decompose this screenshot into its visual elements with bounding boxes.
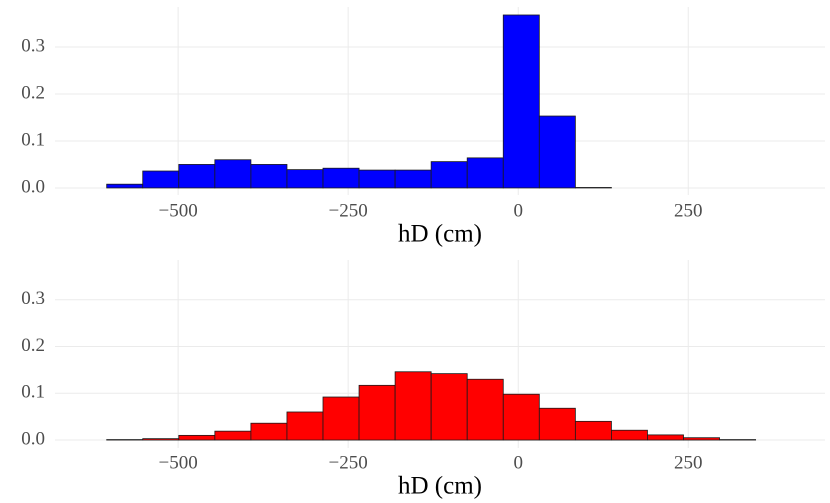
bar <box>286 169 324 189</box>
bar <box>322 396 360 441</box>
x-tick-label: 250 <box>674 452 703 473</box>
y-tick-label: 0.2 <box>21 335 45 356</box>
x-tick-label: −250 <box>329 452 368 473</box>
y-tick-label: 0.1 <box>21 382 45 403</box>
bar <box>538 407 576 441</box>
bar <box>430 161 468 189</box>
bar <box>430 373 468 441</box>
bar <box>214 430 252 441</box>
bar <box>683 437 720 441</box>
x-tick-label: 250 <box>674 200 703 221</box>
y-tick-label: 0.1 <box>21 129 45 150</box>
bar <box>502 393 540 441</box>
y-tick-label: 0.3 <box>21 288 45 309</box>
x-tick-label: −250 <box>329 200 368 221</box>
x-tick-label: 0 <box>513 200 523 221</box>
bar <box>142 170 180 189</box>
bar <box>250 164 288 189</box>
bar <box>394 169 432 189</box>
x-tick-label: −500 <box>159 452 198 473</box>
x-axis-label: hD (cm) <box>398 473 482 500</box>
y-tick-label: 0.3 <box>21 35 45 56</box>
bar <box>286 411 324 441</box>
y-tick-label: 0.0 <box>21 176 45 197</box>
bar <box>538 115 576 189</box>
bar <box>106 183 144 189</box>
bar <box>214 159 252 189</box>
y-tick-label: 0.2 <box>21 82 45 103</box>
bar <box>358 169 396 189</box>
x-tick-label: 0 <box>513 452 523 473</box>
bar <box>322 167 360 189</box>
bar <box>466 157 504 189</box>
bar <box>358 384 396 441</box>
bar <box>394 371 432 441</box>
bar <box>250 422 288 441</box>
bar <box>611 429 648 441</box>
bar <box>142 438 180 441</box>
x-axis-label: hD (cm) <box>398 221 482 248</box>
x-tick-label: −500 <box>159 200 198 221</box>
bar <box>647 434 684 441</box>
bar <box>502 14 540 189</box>
bar <box>466 378 504 441</box>
bar <box>574 420 612 441</box>
bar <box>178 434 216 441</box>
bar <box>178 164 216 189</box>
y-tick-label: 0.0 <box>21 428 45 449</box>
